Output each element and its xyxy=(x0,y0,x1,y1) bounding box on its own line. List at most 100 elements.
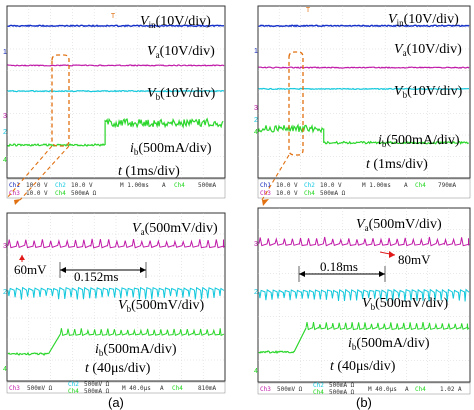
status-a: A xyxy=(160,385,164,392)
trace-va xyxy=(7,64,225,67)
trigger-marker: T xyxy=(111,13,116,20)
dt-label: 0.152ms xyxy=(74,269,118,284)
label-vb: Vb(500mV/div) xyxy=(118,298,205,314)
status-ch2-scale: 10.0 V xyxy=(71,182,93,189)
label-vb: Vb(500mV/div) xyxy=(362,296,449,312)
trace-va xyxy=(258,236,470,247)
scope-traces xyxy=(258,24,470,145)
ch-marker-3: 3 xyxy=(254,241,258,248)
status-time: M 1.00ms xyxy=(362,182,391,189)
status-ch4: Ch4 xyxy=(415,182,426,189)
status-bar: Ch1 10.0 V Ch2 10.0 V M 1.00ms A Ch4 500… xyxy=(6,178,226,199)
dv-label: 80mV xyxy=(398,252,431,267)
ch-marker-2: 2 xyxy=(254,289,258,296)
label-vin: Vin(10V/div) xyxy=(388,12,459,28)
dv-annotation: 80mV xyxy=(379,251,431,267)
ch-marker-3: 3 xyxy=(254,105,258,112)
trace-ib-step xyxy=(293,327,307,353)
label-time: t (1ms/div) xyxy=(366,157,428,172)
label-ib: ib(500mA/div) xyxy=(95,342,177,358)
status-ch4-scale: 500mA Ω xyxy=(320,190,346,197)
trace-ib-before xyxy=(7,352,49,357)
trace-vb xyxy=(258,87,470,91)
trace-ib-after xyxy=(323,140,470,145)
status-ch3-scale: 10.0 V xyxy=(26,190,48,197)
status-time: M 1.00ms xyxy=(120,182,149,189)
status-ch2: Ch2 xyxy=(304,182,315,189)
status-ch4-scale: 500mA Ω xyxy=(329,389,355,396)
dv-label: 60mV xyxy=(14,262,47,277)
label-va: Va(10V/div) xyxy=(394,42,462,58)
status-a: A xyxy=(405,386,409,393)
panel-b-bottom-scope: Va(500mV/div) Vb(500mV/div) ib(500mA/div… xyxy=(254,207,471,396)
status-ch1: Ch1 xyxy=(260,182,271,189)
status-ch4b: Ch4 xyxy=(304,190,315,197)
ch-marker-3: 3 xyxy=(3,243,7,250)
scope-grid xyxy=(7,213,225,381)
panel-b-top-scope: T Vin(10V/div) Va(10V/div) Vb(10V/div) i… xyxy=(254,5,471,199)
label-vb: Vb(10V/div) xyxy=(147,86,216,102)
trace-ib-after xyxy=(104,117,224,129)
status-ch4: Ch4 xyxy=(174,182,185,189)
label-va: Va(500mV/div) xyxy=(356,217,442,233)
panel-a-bottom-scope: Va(500mV/div) Vb(500mV/div) ib(500mA/div… xyxy=(3,212,226,395)
status-ch4-scale: 500mA Ω xyxy=(71,190,97,197)
trace-ib-after xyxy=(305,322,470,331)
ch-marker-4: 4 xyxy=(3,157,7,164)
status-trig: 810mA xyxy=(198,385,216,392)
label-time: t (40μs/div) xyxy=(330,359,396,374)
ch-marker-2: 2 xyxy=(254,117,258,124)
status-time: M 40.0μs xyxy=(368,386,397,393)
status-ch3: Ch3 xyxy=(9,190,20,197)
label-ib: ib(500mA/div) xyxy=(378,133,460,149)
status-ch3-scale: 10.0 V xyxy=(276,190,298,197)
trace-va xyxy=(258,66,470,69)
trigger-marker: T xyxy=(306,7,311,14)
trace-vin xyxy=(7,24,225,28)
ch-marker-2: 2 xyxy=(3,129,7,136)
trace-ib-step xyxy=(47,333,61,355)
status-ch1-scale: 10.0 V xyxy=(26,182,48,189)
status-ch1-scale: 10.0 V xyxy=(276,182,298,189)
label-va: Va(500mV/div) xyxy=(132,221,218,237)
ch-marker-4: 4 xyxy=(254,368,258,375)
label-time: t (40μs/div) xyxy=(85,361,151,376)
dt-label: 0.18ms xyxy=(320,259,358,274)
status-ch1: Ch1 xyxy=(9,182,20,189)
trace-ib-after xyxy=(59,328,225,337)
trace-vb xyxy=(7,286,225,300)
zoom-callout-b xyxy=(261,51,304,206)
status-ch4b: Ch4 xyxy=(68,388,79,395)
dv-annotation: 60mV xyxy=(14,255,47,277)
ch-marker-2: 2 xyxy=(3,289,7,296)
ch-marker-3: 3 xyxy=(3,113,7,120)
label-ib: ib(500mA/div) xyxy=(348,336,430,352)
status-ch4-scale: 500mA Ω xyxy=(84,388,110,395)
label-vb: Vb(10V/div) xyxy=(394,84,463,100)
caption-a: (a) xyxy=(108,395,124,410)
status-ch2-scale: 10.0 V xyxy=(320,182,342,189)
status-ch4b: Ch4 xyxy=(55,190,66,197)
status-ch4b: Ch4 xyxy=(313,389,324,396)
status-ch3-scale: 500mV Ω xyxy=(27,385,53,392)
scope-grid xyxy=(7,6,225,178)
panel-a-top-scope: T Vin(10V/div) Va(10V/div) Vb(10V/div) i… xyxy=(3,5,226,199)
status-ch2: Ch2 xyxy=(313,382,324,389)
trace-ib-before xyxy=(258,123,324,134)
trace-va xyxy=(7,238,225,249)
caption-b: (b) xyxy=(356,395,372,410)
status-trig: 500mA xyxy=(198,182,216,189)
trace-vb xyxy=(258,288,470,302)
dt-annotation: 0.152ms xyxy=(59,262,147,284)
ch-marker-4: 4 xyxy=(254,129,258,136)
scope-grid xyxy=(258,208,470,382)
label-ib: ib(500mA/div) xyxy=(130,141,212,157)
status-ch3: Ch3 xyxy=(9,385,20,392)
scope-traces xyxy=(258,236,470,355)
status-ch2: Ch2 xyxy=(68,381,79,388)
status-bar: Ch1 10.0 V Ch2 10.0 V M 1.00ms A Ch4 790… xyxy=(257,178,471,199)
ch-marker-1: 1 xyxy=(3,49,7,56)
ch-marker-4: 4 xyxy=(3,366,7,373)
trace-ib-before xyxy=(258,350,295,355)
